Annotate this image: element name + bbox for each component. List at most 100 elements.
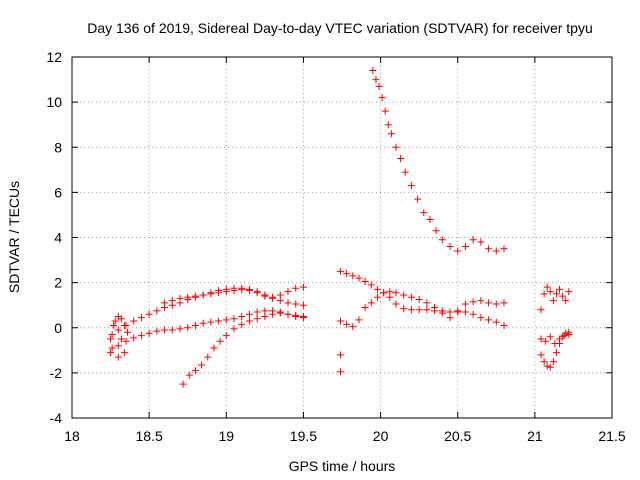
data-point — [540, 358, 548, 366]
data-point — [407, 306, 415, 314]
data-point — [114, 326, 122, 334]
data-point — [537, 335, 545, 343]
data-point — [432, 227, 440, 235]
data-point — [184, 324, 192, 332]
data-point — [378, 94, 386, 102]
data-point — [276, 291, 284, 299]
data-point — [414, 195, 422, 203]
x-tick-label: 19.5 — [290, 428, 317, 444]
data-point — [407, 293, 415, 301]
data-point — [107, 335, 115, 343]
data-point — [537, 306, 545, 314]
y-tick-labels: -4 -2 0 2 4 6 8 10 12 — [46, 49, 62, 426]
data-point — [565, 328, 573, 336]
data-point — [222, 288, 230, 296]
data-point — [107, 349, 115, 357]
data-point — [269, 293, 277, 301]
data-point — [407, 182, 415, 190]
data-point — [546, 333, 554, 341]
data-point — [299, 312, 307, 320]
data-point — [461, 300, 469, 308]
data-point — [373, 285, 381, 293]
data-point — [552, 349, 560, 357]
data-point — [565, 288, 573, 296]
data-point — [540, 290, 548, 298]
data-point — [367, 281, 375, 289]
data-point — [253, 289, 261, 297]
y-tick-label: 4 — [54, 230, 62, 246]
data-point — [253, 308, 261, 316]
data-point — [179, 380, 187, 388]
data-point — [546, 363, 554, 371]
data-point — [384, 121, 392, 129]
data-point — [349, 272, 357, 280]
data-point — [485, 299, 493, 307]
data-point — [386, 288, 394, 296]
data-point — [130, 317, 138, 325]
data-point — [562, 297, 570, 305]
data-point — [161, 326, 169, 334]
data-point — [375, 82, 383, 90]
y-tick-label: 8 — [54, 139, 62, 155]
data-point — [400, 305, 408, 313]
data-point — [400, 291, 408, 299]
data-point — [191, 321, 199, 329]
series-track-j-late-upper — [537, 283, 573, 314]
data-point — [546, 288, 554, 296]
y-tick-label: 6 — [54, 184, 62, 200]
data-point — [261, 312, 269, 320]
data-point — [284, 299, 292, 307]
data-point — [552, 290, 560, 298]
series-track-b-upper-crossing — [161, 283, 307, 307]
data-point — [120, 321, 128, 329]
data-point — [469, 236, 477, 244]
data-point — [542, 337, 550, 345]
data-point — [215, 289, 223, 297]
data-point — [355, 316, 363, 324]
data-point — [336, 317, 344, 325]
x-tick-label: 20.5 — [444, 428, 471, 444]
data-point — [369, 67, 377, 75]
data-point — [191, 367, 199, 375]
data-point — [284, 288, 292, 296]
data-point — [361, 303, 369, 311]
data-point — [556, 285, 564, 293]
data-point — [108, 344, 116, 352]
x-tick-label: 18 — [64, 428, 80, 444]
data-point — [137, 314, 145, 322]
data-point — [153, 307, 161, 315]
data-point — [110, 321, 118, 329]
data-point — [469, 310, 477, 318]
series-track-i-isolated — [336, 351, 344, 376]
data-point — [238, 285, 246, 293]
data-point — [415, 306, 423, 314]
data-point — [401, 168, 409, 176]
data-point — [420, 209, 428, 217]
data-point — [199, 319, 207, 327]
data-point — [426, 215, 434, 223]
data-point — [556, 335, 564, 343]
data-point — [372, 76, 380, 84]
data-point — [543, 283, 551, 291]
data-point — [284, 310, 292, 318]
data-point — [216, 337, 224, 345]
data-point — [392, 300, 400, 308]
data-point — [124, 328, 132, 336]
data-point — [380, 289, 388, 297]
series-track-f-high-descent — [369, 67, 508, 255]
data-point — [261, 292, 269, 300]
data-point — [559, 292, 567, 300]
data-point — [336, 267, 344, 275]
data-point — [198, 361, 206, 369]
data-point — [461, 308, 469, 316]
data-point — [446, 243, 454, 251]
data-point — [361, 277, 369, 285]
data-point — [431, 303, 439, 311]
data-point — [292, 284, 300, 292]
data-point — [245, 310, 253, 318]
data-point — [184, 293, 192, 301]
data-point — [230, 287, 238, 295]
y-tick-label: -2 — [50, 365, 63, 381]
data-point — [292, 311, 300, 319]
